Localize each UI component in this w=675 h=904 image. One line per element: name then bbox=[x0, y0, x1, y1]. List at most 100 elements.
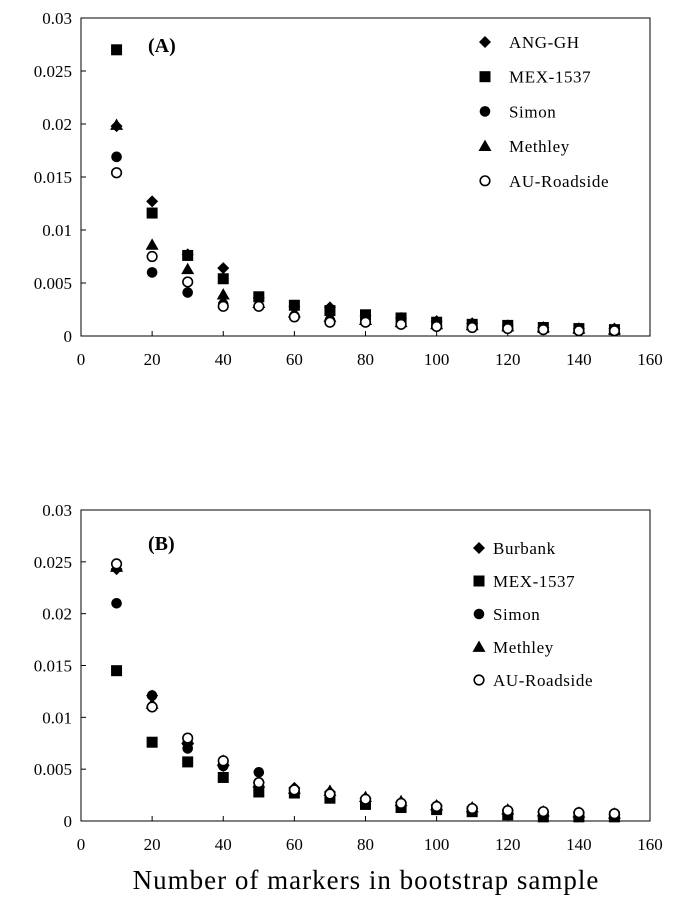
data-point bbox=[146, 250, 158, 263]
x-tick-label: 100 bbox=[424, 835, 450, 854]
data-point bbox=[146, 267, 158, 278]
legend-marker bbox=[473, 608, 485, 620]
x-tick-label: 100 bbox=[424, 350, 450, 369]
data-point bbox=[217, 771, 229, 783]
y-tick-label: 0 bbox=[64, 812, 73, 831]
panel-a-axes: 0 0.005 0.01 0.015 0.02 0.025 0.03 0 20 40 60 80 100… bbox=[34, 9, 663, 369]
legend-label: AU-Roadside bbox=[509, 172, 609, 191]
data-point bbox=[359, 316, 372, 328]
x-tick-label: 60 bbox=[286, 350, 303, 369]
data-point bbox=[288, 311, 300, 323]
panel-a-points bbox=[110, 44, 621, 337]
x-tick-label: 140 bbox=[566, 350, 592, 369]
data-point bbox=[146, 207, 158, 219]
data-point bbox=[466, 321, 478, 334]
legend-label: Methley bbox=[493, 638, 554, 657]
data-point bbox=[110, 118, 124, 130]
data-point bbox=[182, 756, 194, 768]
panel-b-label: (B) bbox=[148, 533, 175, 555]
legend-marker bbox=[479, 71, 491, 83]
x-tick-label: 0 bbox=[77, 350, 86, 369]
y-tick-label: 0.025 bbox=[34, 62, 72, 81]
y-tick-label: 0.01 bbox=[42, 708, 72, 727]
data-point bbox=[110, 167, 123, 179]
x-tick-label: 160 bbox=[637, 350, 663, 369]
data-point bbox=[608, 808, 621, 820]
data-point bbox=[111, 665, 123, 677]
data-point bbox=[288, 299, 300, 311]
data-point bbox=[324, 788, 336, 800]
data-point bbox=[111, 598, 122, 609]
data-point bbox=[146, 195, 159, 208]
panel-b-points bbox=[110, 558, 621, 823]
x-tick-label: 60 bbox=[286, 835, 303, 854]
legend-marker bbox=[473, 575, 485, 587]
y-tick-label: 0 bbox=[64, 327, 73, 346]
x-tick-label: 80 bbox=[357, 350, 374, 369]
y-tick-label: 0.005 bbox=[34, 274, 72, 293]
panel-b-legend: Burbank MEX-1537 Simon Methley AU-Roadside bbox=[472, 539, 593, 690]
legend-label: ANG-GH bbox=[509, 33, 580, 52]
legend-marker bbox=[473, 542, 485, 554]
legend-label: Burbank bbox=[493, 539, 556, 558]
x-tick-label: 20 bbox=[144, 835, 161, 854]
x-tick-label: 140 bbox=[566, 835, 592, 854]
panel-b-axes: 0 0.005 0.01 0.015 0.02 0.025 0.03 0 20 40 60 80 100… bbox=[34, 501, 663, 854]
data-point bbox=[324, 316, 336, 328]
x-tick-label: 80 bbox=[357, 835, 374, 854]
panel-a-label: (A) bbox=[148, 35, 176, 57]
data-point bbox=[146, 690, 158, 701]
y-tick-label: 0.005 bbox=[34, 760, 72, 779]
data-point bbox=[253, 766, 265, 778]
data-point bbox=[145, 238, 159, 250]
data-point bbox=[395, 797, 407, 809]
legend-marker bbox=[479, 175, 491, 187]
data-point bbox=[217, 273, 229, 285]
data-point bbox=[253, 777, 265, 789]
data-point bbox=[253, 300, 265, 312]
panel-b: 0 0.005 0.01 0.015 0.02 0.025 0.03 0 20 40 60 80 100… bbox=[34, 501, 663, 895]
data-point bbox=[182, 276, 194, 288]
data-point bbox=[146, 736, 158, 748]
panel-a-legend: ANG-GH MEX-1537 Simon Methley AU-Roadside bbox=[478, 33, 609, 191]
panel-b-plot-frame bbox=[80, 509, 651, 822]
x-tick-label: 20 bbox=[144, 350, 161, 369]
data-point bbox=[182, 732, 194, 744]
data-point bbox=[182, 287, 193, 298]
data-point bbox=[217, 262, 230, 275]
data-point bbox=[359, 793, 372, 805]
y-tick-label: 0.015 bbox=[34, 657, 72, 676]
data-point bbox=[466, 802, 478, 815]
legend-marker bbox=[479, 36, 491, 48]
x-tick-label: 40 bbox=[215, 835, 232, 854]
data-point bbox=[217, 755, 229, 767]
x-tick-label: 120 bbox=[495, 350, 521, 369]
data-point bbox=[573, 807, 585, 819]
data-point bbox=[395, 318, 407, 330]
data-point bbox=[182, 249, 194, 261]
data-point bbox=[537, 324, 549, 336]
legend-label: MEX-1537 bbox=[493, 572, 575, 591]
data-point bbox=[431, 800, 443, 813]
data-point bbox=[217, 300, 229, 312]
legend-marker bbox=[478, 139, 492, 151]
data-point bbox=[431, 320, 443, 333]
y-tick-label: 0.02 bbox=[42, 605, 72, 624]
legend-label: Simon bbox=[509, 102, 556, 121]
data-point bbox=[146, 701, 158, 713]
y-tick-label: 0.03 bbox=[42, 501, 72, 520]
data-point bbox=[111, 151, 122, 163]
legend-label: AU-Roadside bbox=[493, 671, 593, 690]
legend-label: Simon bbox=[493, 605, 540, 624]
data-point bbox=[216, 288, 230, 300]
data-point bbox=[253, 786, 265, 798]
legend-label: MEX-1537 bbox=[509, 68, 591, 87]
y-tick-label: 0.025 bbox=[34, 553, 72, 572]
x-tick-label: 120 bbox=[495, 835, 521, 854]
data-point bbox=[181, 262, 195, 275]
y-tick-label: 0.01 bbox=[42, 221, 72, 240]
y-tick-label: 0.02 bbox=[42, 115, 72, 134]
legend-marker bbox=[472, 640, 486, 652]
data-point bbox=[502, 322, 514, 335]
